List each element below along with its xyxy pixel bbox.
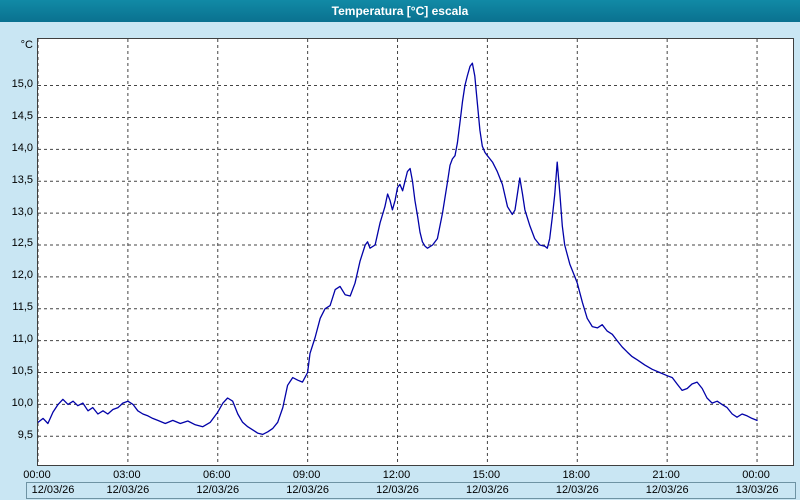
x-tick-time-label: 09:00 — [292, 469, 321, 481]
y-tick-label: 11,5 — [12, 301, 33, 314]
x-tick-date-label: 12/03/26 — [31, 484, 75, 496]
title-bar: Temperatura [°C] escala — [0, 0, 800, 22]
x-tick-date-label: 12/03/26 — [555, 484, 599, 496]
x-axis-time-labels: 00:00 03:00 06:00 09:00 12:00 15:00 18:00 21:00… — [23, 469, 794, 482]
x-tick-date-label: 12/03/26 — [286, 484, 330, 496]
y-tick-label: 11,0 — [12, 333, 33, 346]
x-tick-date-label: 12/03/26 — [465, 484, 509, 496]
y-tick-label: 9,5 — [17, 428, 33, 441]
y-axis-unit-label: °C — [20, 39, 33, 51]
y-tick-label: 15,0 — [11, 78, 33, 91]
y-tick-label: 14,0 — [11, 141, 33, 154]
y-tick-label: 12,5 — [11, 237, 33, 250]
y-tick-label: 10,5 — [11, 365, 33, 378]
y-tick-label: 12,0 — [11, 269, 33, 282]
x-tick-time-label: 03:00 — [113, 469, 141, 481]
y-tick-label: 13,0 — [11, 205, 33, 218]
x-tick-time-label: 18:00 — [562, 469, 591, 481]
x-tick-date-label: 12/03/26 — [645, 484, 689, 496]
x-tick-time-label: 12:00 — [382, 469, 411, 481]
temperature-series-line — [38, 62, 758, 436]
x-tick-time-label: 15:00 — [472, 469, 501, 481]
y-tick-label: 10,0 — [11, 396, 33, 409]
temperature-line-chart — [38, 39, 793, 465]
x-tick-date-label: 12/03/26 — [376, 484, 419, 496]
plot-area — [37, 38, 794, 466]
x-tick-time-label: 00:00 — [23, 469, 51, 481]
x-tick-date-label: 12/03/26 — [106, 484, 150, 496]
y-tick-label: 13,5 — [11, 173, 33, 186]
window-title: Temperatura [°C] escala — [331, 4, 469, 18]
x-tick-date-label: 12/03/26 — [196, 484, 240, 496]
x-tick-date-label: 13/03/26 — [735, 484, 779, 496]
x-tick-time-label: 00:00 — [742, 469, 770, 481]
y-tick-label: 14,5 — [11, 109, 33, 122]
x-tick-time-label: 06:00 — [202, 469, 231, 481]
y-axis-labels: 9,5 10,0 10,5 11,0 11,5 12,0 12,5 13,0 13,5 14,0 1… — [0, 38, 33, 466]
date-strip: 12/03/26 12/03/26 12/03/26 12/03/26 12/03/26… — [26, 482, 796, 499]
x-tick-time-label: 21:00 — [652, 469, 680, 481]
